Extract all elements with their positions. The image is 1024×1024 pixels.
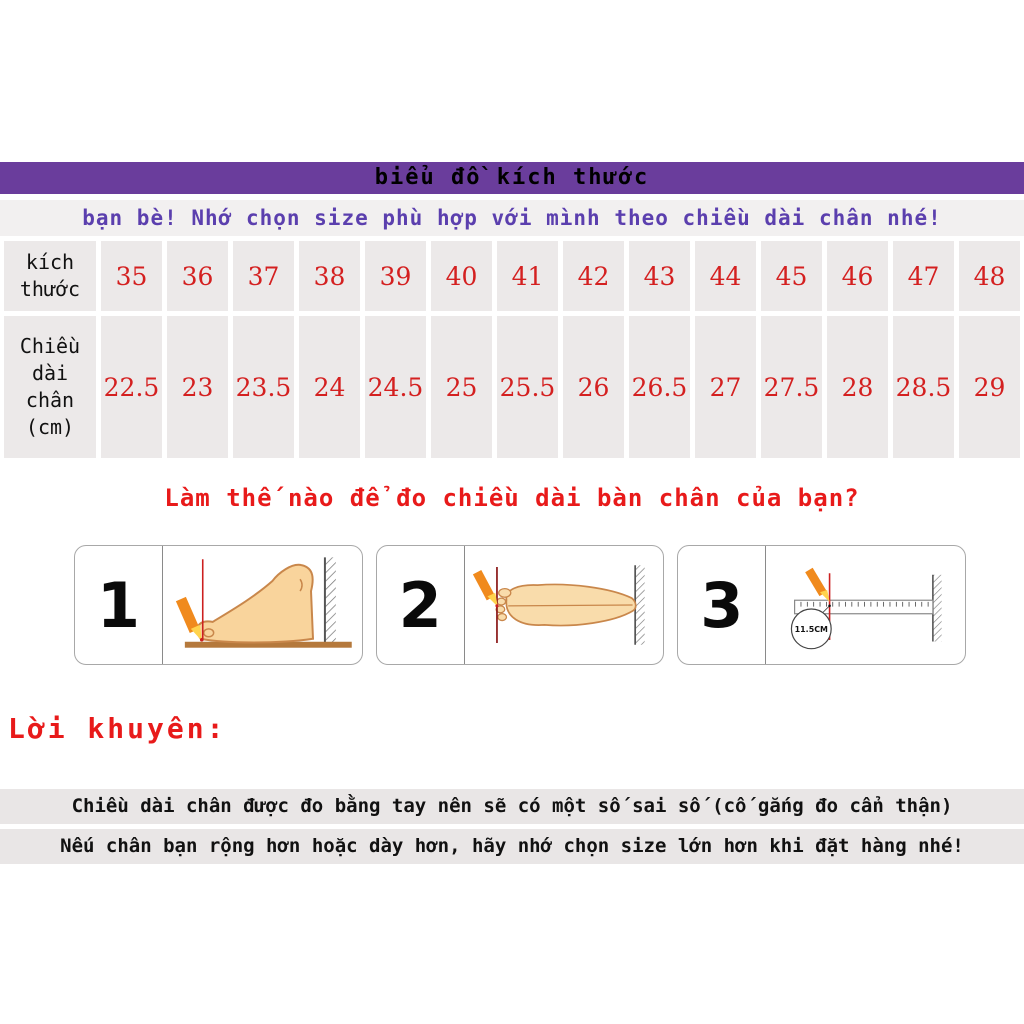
size-cell: 35 xyxy=(101,241,162,311)
length-cell: 28 xyxy=(827,316,888,458)
step-card-2: 2 xyxy=(375,545,665,665)
size-cell: 44 xyxy=(695,241,756,311)
floor xyxy=(184,641,352,648)
size-cell: 36 xyxy=(167,241,228,311)
length-cell: 25.5 xyxy=(497,316,558,458)
subtitle-text: bạn bè! Nhớ chọn size phù hợp với mình t… xyxy=(0,200,1024,236)
ruler-measure-icon: 11.5CM xyxy=(766,546,965,664)
pencil-icon xyxy=(472,569,495,601)
step-card-3: 3 xyxy=(677,545,967,665)
step-card-1: 1 xyxy=(74,545,363,665)
size-row-label: kích thước xyxy=(4,241,96,311)
size-cell: 48 xyxy=(959,241,1020,311)
pencil-icon xyxy=(805,567,828,597)
measure-steps: 1 xyxy=(74,545,967,665)
foot-top-view-measure-icon xyxy=(465,546,664,664)
foot-midline xyxy=(507,604,633,607)
length-cell: 26.5 xyxy=(629,316,690,458)
magnifier-circle xyxy=(791,608,833,650)
size-cell: 42 xyxy=(563,241,624,311)
size-cell: 38 xyxy=(299,241,360,311)
step-number: 1 xyxy=(75,546,163,664)
length-cell: 24 xyxy=(299,316,360,458)
pencil-icon xyxy=(175,596,200,634)
page-title: biểu đồ kích thước xyxy=(0,162,1024,194)
length-cell: 26 xyxy=(563,316,624,458)
foot-side-view-measure-icon xyxy=(163,546,362,664)
measure-heading: Làm thế nào để đo chiều dài bàn chân của… xyxy=(164,484,860,512)
length-cell: 27 xyxy=(695,316,756,458)
size-cell: 43 xyxy=(629,241,690,311)
wall-hatch xyxy=(324,557,336,645)
advice-line-1: Chiều dài chân được đo bằng tay nên sẽ c… xyxy=(0,789,1024,824)
advice-line-2: Nếu chân bạn rộng hơn hoặc dày hơn, hãy … xyxy=(0,829,1024,864)
size-cell: 41 xyxy=(497,241,558,311)
size-cell: 39 xyxy=(365,241,426,311)
length-cell: 24.5 xyxy=(365,316,426,458)
length-cell: 23 xyxy=(167,316,228,458)
foot-side xyxy=(196,563,315,644)
length-cell: 27.5 xyxy=(761,316,822,458)
step-number: 3 xyxy=(678,546,767,664)
length-cell: 23.5 xyxy=(233,316,294,458)
size-table: kích thước 35 36 37 38 39 40 41 42 43 44… xyxy=(0,241,1024,458)
size-cell: 40 xyxy=(431,241,492,311)
step-number: 2 xyxy=(377,546,465,664)
size-cell: 46 xyxy=(827,241,888,311)
size-cell: 47 xyxy=(893,241,954,311)
size-cell: 45 xyxy=(761,241,822,311)
size-cell: 37 xyxy=(233,241,294,311)
length-cell: 22.5 xyxy=(101,316,162,458)
length-cell: 25 xyxy=(431,316,492,458)
length-cell: 29 xyxy=(959,316,1020,458)
wall-hatch xyxy=(634,565,645,645)
length-cell: 28.5 xyxy=(893,316,954,458)
length-row-label: Chiều dài chân (cm) xyxy=(4,316,96,458)
wall-hatch xyxy=(933,574,942,642)
magnifier-label: 11.5CM xyxy=(795,625,828,634)
advice-label: Lời khuyên: xyxy=(8,712,227,745)
